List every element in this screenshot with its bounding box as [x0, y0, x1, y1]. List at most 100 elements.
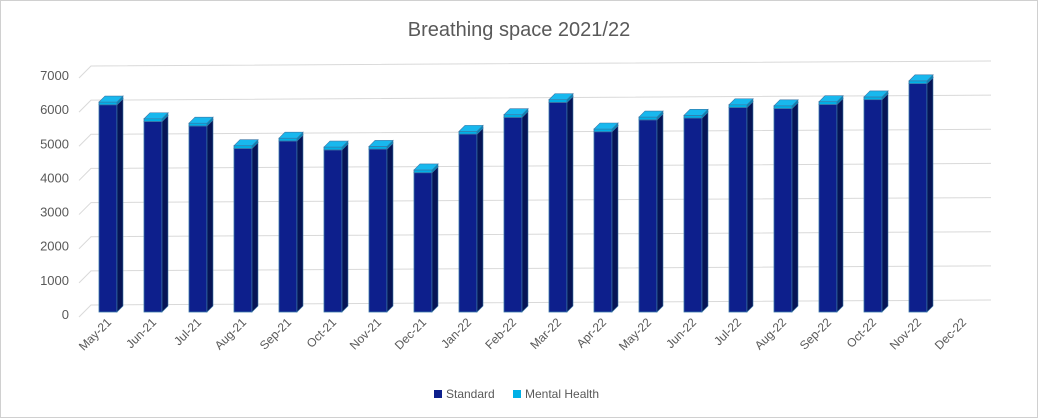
- bar-standard: [413, 165, 439, 313]
- bar-front-face: [413, 172, 433, 313]
- gridline: [78, 299, 992, 318]
- bar-mental-health: [773, 99, 799, 110]
- bar-standard: [773, 101, 799, 313]
- bar-side-face: [206, 119, 214, 313]
- bar-front-face: [818, 104, 838, 313]
- gridline: [78, 265, 992, 284]
- bar-standard: [548, 95, 574, 313]
- bar-front-face: [368, 146, 388, 150]
- y-tick-label: 3000: [40, 205, 69, 220]
- bar-mental-health: [143, 112, 169, 123]
- bar-standard: [908, 76, 934, 313]
- bar-mental-health: [233, 139, 259, 150]
- bar-top-face: [593, 122, 619, 130]
- bar-front-face: [773, 108, 793, 313]
- bar-top-face: [728, 98, 754, 106]
- bar-side-face: [251, 141, 259, 313]
- gridline: [78, 197, 992, 215]
- x-tick-label: Oct-21: [304, 315, 340, 351]
- bar-top-face: [683, 109, 709, 116]
- y-tick-label: 4000: [40, 170, 69, 185]
- legend-swatch-mental-health: [513, 390, 521, 398]
- bar-top-face: [278, 131, 304, 139]
- y-tick-label: 7000: [40, 68, 69, 83]
- bar-front-face: [863, 99, 883, 313]
- bar-top-face: [863, 90, 889, 98]
- bar-front-face: [458, 130, 478, 135]
- x-tick-label: Apr-22: [574, 315, 610, 351]
- bar-standard: [143, 114, 169, 313]
- bar-front-face: [278, 140, 298, 313]
- bar-mental-health: [98, 95, 124, 106]
- bar-side-face: [881, 92, 889, 313]
- bar-top-face: [773, 99, 799, 107]
- bar-standard: [323, 143, 349, 313]
- bar-front-face: [368, 148, 388, 313]
- bar-front-face: [188, 125, 208, 313]
- legend-label-mental-health: Mental Health: [525, 387, 599, 401]
- bar-side-face: [926, 76, 934, 313]
- bar-mental-health: [683, 108, 709, 119]
- bar-standard: [818, 97, 844, 313]
- bar-front-face: [503, 114, 523, 118]
- bar-top-face: [458, 125, 484, 132]
- bar-side-face: [161, 114, 169, 313]
- bar-top-face: [818, 95, 844, 102]
- bar-front-face: [908, 83, 928, 313]
- bar-top-face: [233, 139, 259, 147]
- bar-top-face: [503, 108, 529, 115]
- bar-front-face: [683, 117, 703, 313]
- bar-standard: [233, 141, 259, 313]
- bar-side-face: [611, 125, 619, 313]
- bar-front-face: [728, 107, 748, 313]
- bar-mental-health: [638, 110, 664, 121]
- bar-front-face: [458, 133, 478, 313]
- bar-top-face: [98, 95, 124, 103]
- bar-standard: [278, 134, 304, 313]
- x-tick-label: Mar-22: [527, 315, 564, 352]
- bar-mental-health: [368, 139, 394, 150]
- legend-label-standard: Standard: [446, 387, 495, 401]
- x-tick-label: Jun-22: [663, 315, 699, 351]
- bar-side-face: [386, 142, 394, 313]
- x-tick-label: May-21: [76, 315, 114, 353]
- chart-title: Breathing space 2021/22: [408, 19, 630, 41]
- x-tick-label: Jul-22: [711, 315, 744, 348]
- bar-side-face: [521, 110, 529, 313]
- x-tick-label: Jun-21: [123, 315, 159, 351]
- bar-mental-health: [818, 94, 844, 106]
- bar-standard: [98, 98, 124, 313]
- bar-front-face: [638, 116, 658, 121]
- y-tick-label: 5000: [40, 136, 69, 151]
- bar-standard: [503, 110, 529, 313]
- bar-front-face: [593, 131, 613, 313]
- bar-top-face: [143, 112, 169, 120]
- bar-top-face: [638, 110, 664, 118]
- bar-standard: [593, 125, 619, 313]
- bar-side-face: [116, 98, 124, 313]
- bar-side-face: [341, 143, 349, 313]
- bar-top-face: [188, 116, 214, 124]
- bar-mental-health: [863, 90, 889, 101]
- x-tick-label: Jul-21: [171, 315, 204, 348]
- bar-side-face: [656, 113, 664, 313]
- bar-mental-health: [323, 140, 349, 151]
- bar-side-face: [431, 165, 439, 313]
- y-tick-label: 6000: [40, 102, 69, 117]
- bar-side-face: [476, 127, 484, 313]
- x-tick-label: Sep-21: [257, 315, 294, 352]
- bar-side-face: [566, 95, 574, 313]
- y-tick-label: 2000: [40, 239, 69, 254]
- x-tick-label: Dec-21: [392, 315, 429, 352]
- bar-standard: [638, 113, 664, 313]
- bar-top-face: [368, 140, 394, 147]
- bar-top-face: [323, 140, 349, 148]
- bar-front-face: [413, 169, 433, 174]
- bar-front-face: [233, 148, 253, 313]
- gridline: [78, 94, 992, 113]
- bar-front-face: [548, 99, 568, 103]
- x-tick-label: Sep-22: [797, 315, 834, 352]
- legend-swatch-standard: [434, 390, 442, 398]
